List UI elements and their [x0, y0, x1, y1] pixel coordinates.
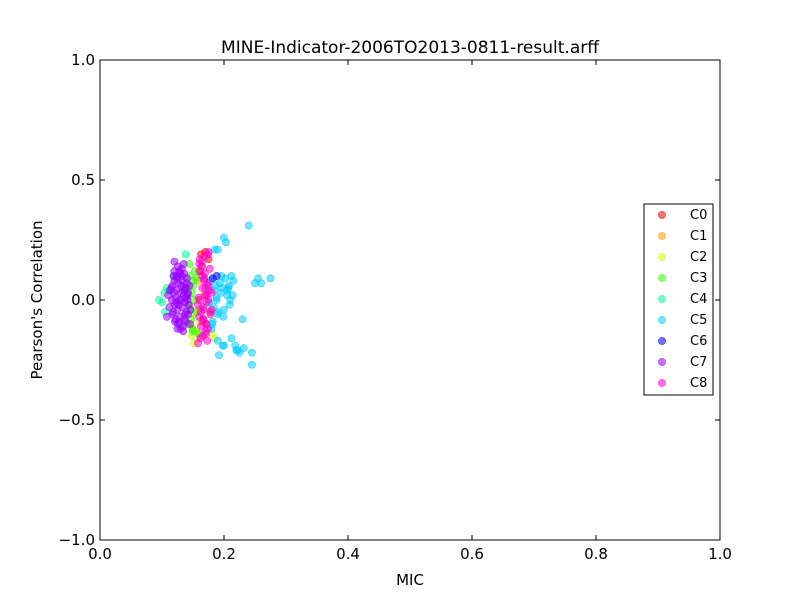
scatter-point [173, 324, 182, 333]
legend-marker [658, 316, 666, 324]
scatter-point [212, 296, 221, 304]
scatter-point [239, 344, 248, 352]
points-layer [154, 221, 275, 369]
scatter-point [200, 274, 209, 283]
x-tick-label: 0.2 [212, 545, 236, 563]
scatter-point [202, 298, 211, 307]
scatter-point [178, 276, 187, 285]
scatter-point [168, 281, 177, 290]
scatter-point [189, 327, 197, 336]
scatter-point [221, 274, 230, 283]
legend-marker [658, 253, 666, 261]
legend-marker [658, 274, 666, 282]
scatter-point [172, 298, 181, 307]
scatter-point [213, 336, 222, 345]
scatter-point [169, 272, 178, 280]
ticks-layer: 0.0 0.2 0.4 0.6 0.8 1.0 −1.0 −0.5 0.0 0.5 1.0 [59, 51, 732, 563]
scatter-point [227, 334, 236, 343]
scatter-point [170, 257, 179, 266]
scatter-point [244, 221, 253, 230]
legend-marker [658, 232, 666, 240]
x-tick-label: 0.8 [584, 545, 608, 563]
scatter-point [221, 238, 230, 247]
scatter-point [180, 286, 189, 295]
scatter-point [208, 274, 217, 283]
legend-label: C1 [690, 229, 707, 244]
x-tick-label: 0.0 [88, 545, 112, 563]
scatter-point [163, 312, 171, 321]
chart-title: MINE-Indicator-2006TO2013-0811-result.ar… [221, 38, 600, 58]
legend-box [643, 203, 714, 396]
legend-label: C3 [690, 271, 707, 286]
scatter-point [201, 291, 210, 300]
scatter-point [197, 322, 205, 331]
scatter-point [257, 279, 266, 288]
scatter-point [204, 248, 213, 256]
scatter-point [179, 260, 188, 268]
legend-label: C4 [690, 292, 707, 307]
y-tick-label: 1.0 [71, 51, 95, 69]
scatter-point [195, 296, 204, 304]
scatter-point [198, 284, 207, 292]
scatter-point [180, 310, 189, 319]
scatter-point [229, 276, 238, 285]
legend-marker [658, 379, 666, 387]
scatter-point [238, 315, 247, 324]
legend-marker [658, 211, 666, 219]
series-C8 [194, 248, 216, 348]
scatter-point [213, 245, 222, 254]
scatter-point [228, 291, 237, 300]
legend-marker [658, 295, 666, 303]
scatter-point [225, 300, 234, 309]
legend-label: C0 [690, 208, 707, 223]
scatter-point [220, 305, 228, 314]
scatter-point [195, 312, 204, 321]
y-tick-label: −0.5 [59, 411, 95, 429]
legend: C0 C1 C2 C3 C4 C5 C6 C7 C8 [643, 203, 714, 396]
scatter-point [181, 250, 190, 259]
legend-marker [658, 337, 666, 345]
y-axis-label: Pearson's Correlation [28, 220, 46, 379]
y-tick-label: −1.0 [59, 531, 95, 549]
scatter-point [171, 317, 179, 326]
legend-marker [658, 358, 666, 366]
series-C7 [163, 257, 195, 336]
y-tick-label: 0.5 [71, 171, 95, 189]
scatter-point [185, 320, 194, 328]
x-axis-label: MIC [396, 571, 424, 589]
legend-label: C6 [690, 334, 707, 349]
series-C6 [208, 272, 221, 283]
y-tick-label: 0.0 [71, 291, 95, 309]
scatter-point [247, 360, 256, 369]
scatter-point [213, 310, 222, 319]
legend-label: C2 [690, 250, 707, 265]
legend-label: C8 [690, 376, 707, 391]
scatter-point [266, 274, 275, 283]
scatter-point [218, 284, 226, 292]
legend-label: C5 [690, 313, 707, 328]
x-tick-label: 1.0 [708, 545, 732, 563]
scatter-point [220, 341, 228, 350]
scatter-point [194, 339, 202, 348]
scatter-point [215, 351, 223, 360]
scatter-point [203, 336, 212, 345]
scatter-point [207, 305, 216, 314]
legend-label: C7 [690, 355, 707, 370]
scatter-point [247, 348, 256, 357]
scatter-point [205, 264, 214, 273]
scatter-point [154, 296, 163, 304]
x-tick-label: 0.4 [336, 545, 360, 563]
x-tick-label: 0.6 [460, 545, 484, 563]
scatter-point [199, 305, 208, 314]
scatter-point [198, 332, 207, 340]
